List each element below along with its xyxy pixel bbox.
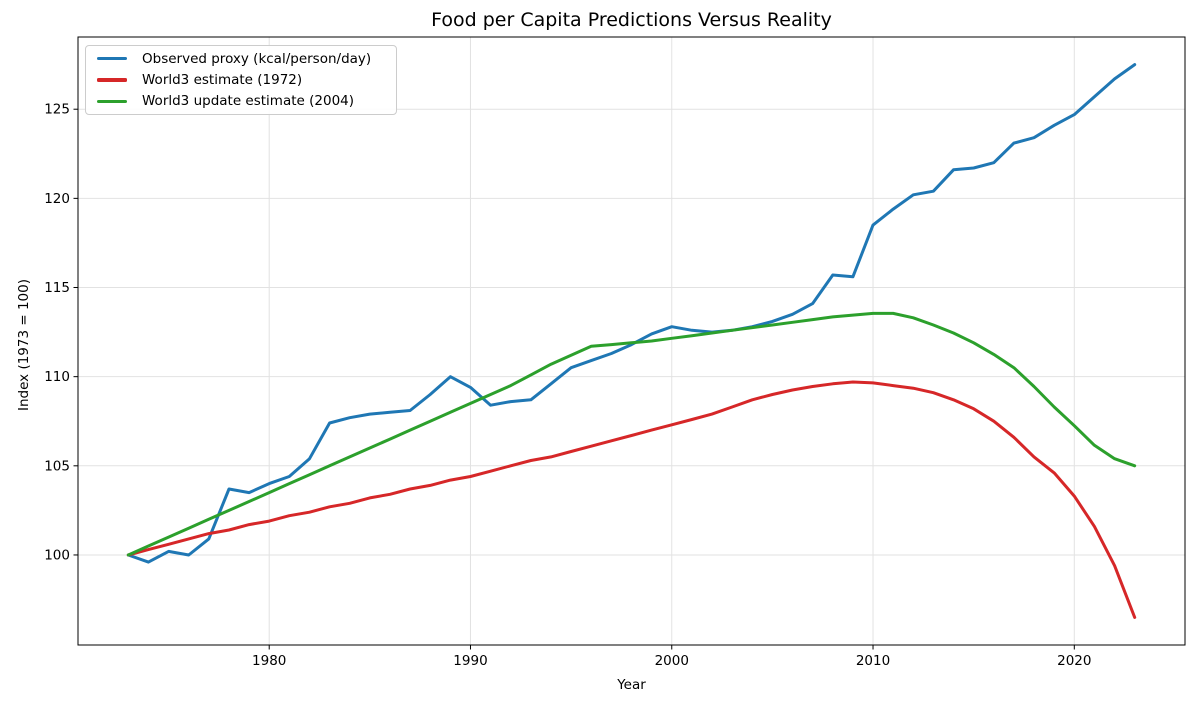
- y-tick-label: 110: [44, 369, 70, 385]
- plot-border: [77, 36, 1186, 646]
- line-world3-update-estimate-2004: [126, 311, 1137, 557]
- legend-label: World3 estimate (1972): [142, 71, 303, 88]
- y-tick-label: 100: [44, 547, 70, 563]
- legend-line-swatch-blue: [97, 56, 127, 61]
- x-tick-label: 1990: [453, 653, 487, 669]
- legend-item-world3-update-2004: World3 update estimate (2004): [94, 91, 388, 112]
- x-tick-label: 2010: [856, 653, 890, 669]
- legend: Observed proxy (kcal/person/day) World3 …: [85, 45, 397, 115]
- y-tick-label: 115: [44, 280, 70, 296]
- y-tick-label: 105: [44, 458, 70, 474]
- x-tick-label: 2000: [655, 653, 689, 669]
- line-observed-proxy-kcal-person-day: [126, 63, 1137, 564]
- legend-line-swatch-green: [97, 99, 127, 104]
- x-axis-label: Year: [617, 677, 646, 693]
- legend-label: World3 update estimate (2004): [142, 93, 355, 110]
- y-tick-label: 125: [44, 102, 70, 118]
- legend-label: Observed proxy (kcal/person/day): [142, 50, 372, 67]
- x-tick-label: 1980: [252, 653, 286, 669]
- legend-line-swatch-red: [97, 78, 127, 82]
- y-axis-label: Index (1973 = 100): [16, 278, 32, 412]
- legend-item-world3-estimate-1972: World3 estimate (1972): [94, 69, 388, 90]
- line-world3-estimate-1972: [126, 380, 1137, 619]
- y-tick-label: 120: [44, 191, 70, 207]
- legend-item-observed-proxy: Observed proxy (kcal/person/day): [94, 48, 388, 69]
- chart-title: Food per Capita Predictions Versus Reali…: [431, 9, 832, 31]
- x-tick-label: 2020: [1057, 653, 1091, 669]
